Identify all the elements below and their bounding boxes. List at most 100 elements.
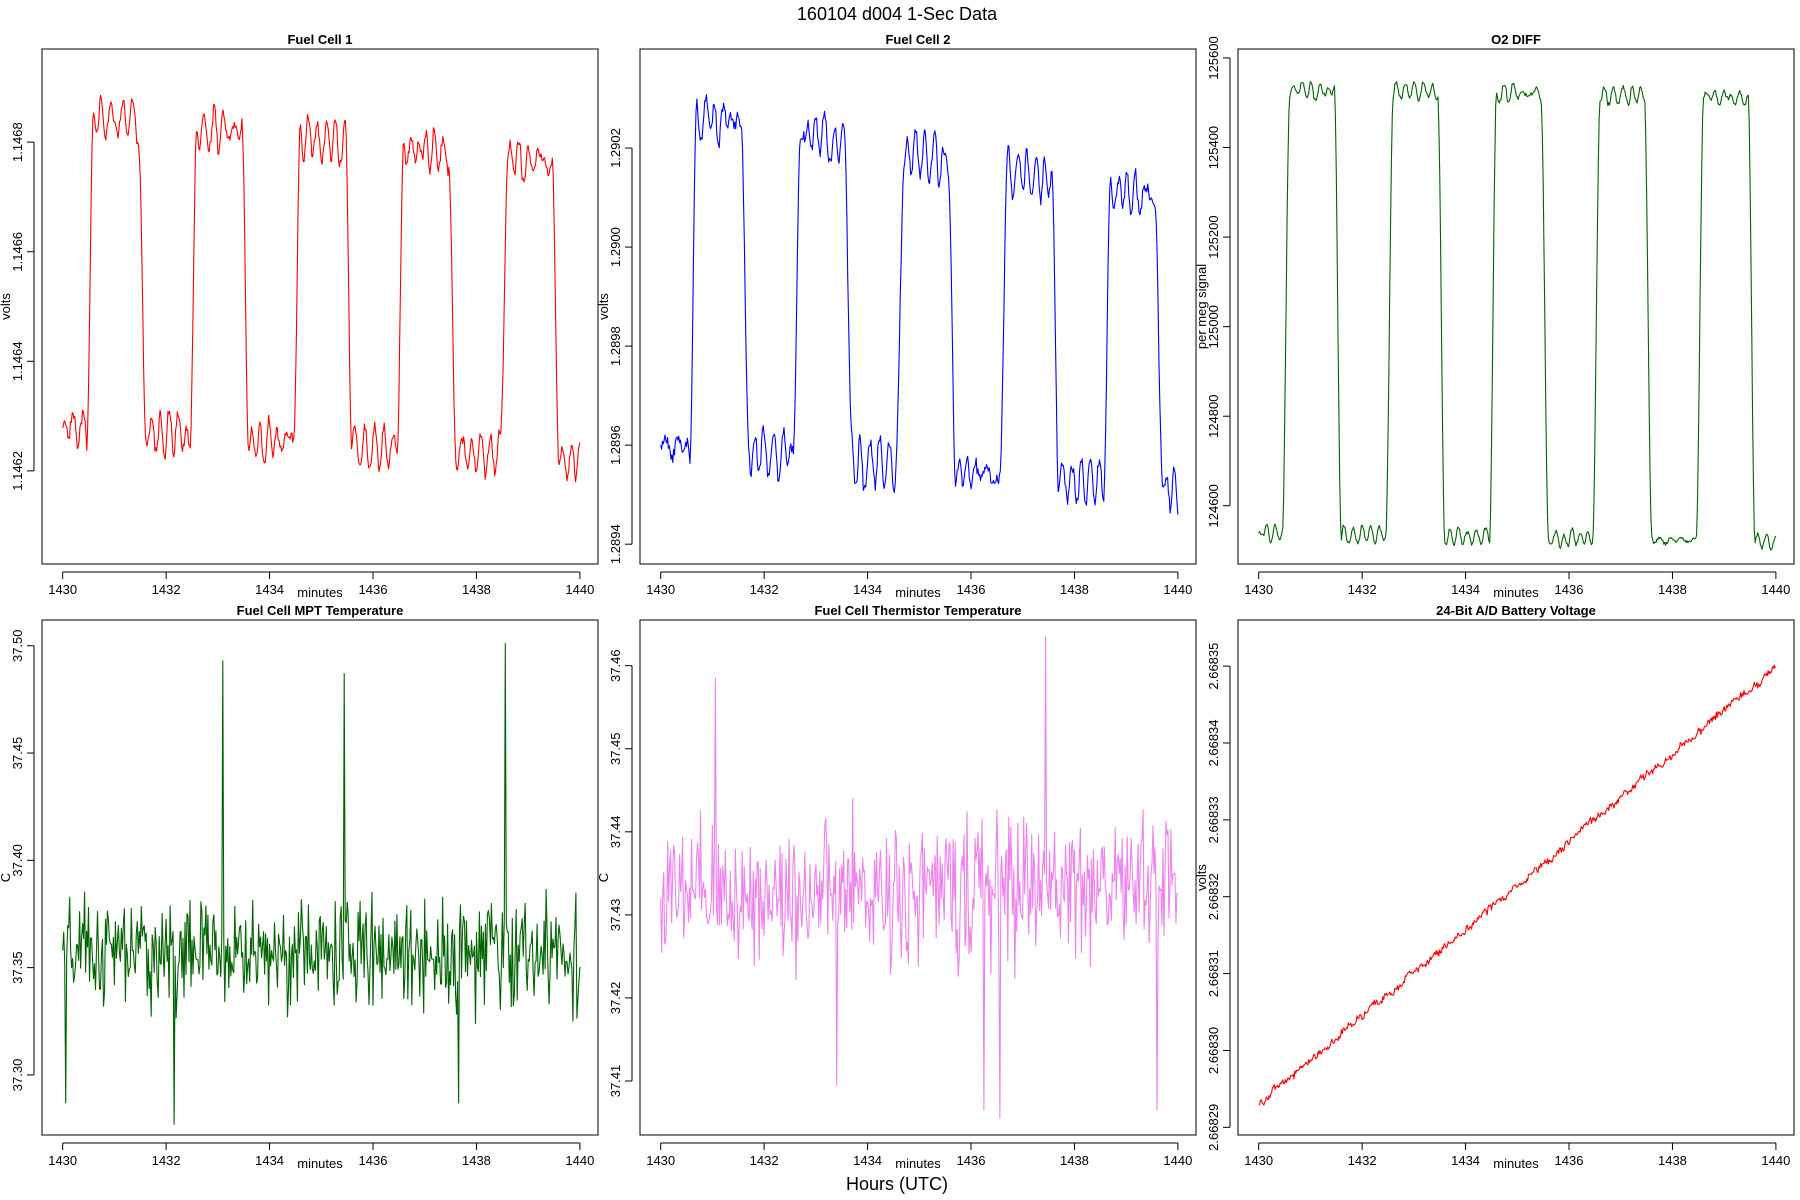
x-tick-label: 1440 bbox=[1761, 582, 1790, 597]
y-tick-label: 1.2900 bbox=[608, 227, 623, 267]
x-axis-label: minutes bbox=[297, 585, 343, 600]
y-axis-label: C bbox=[0, 873, 13, 882]
x-tick-label: 1432 bbox=[1348, 1153, 1377, 1168]
x-tick-label: 1438 bbox=[462, 582, 491, 597]
series-line-o2 bbox=[1258, 80, 1777, 551]
y-axis-label: volts bbox=[1194, 864, 1209, 891]
y-tick-label: 1.2898 bbox=[608, 326, 623, 366]
x-tick-label: 1436 bbox=[1555, 582, 1584, 597]
y-tick-label: 125000 bbox=[1206, 305, 1221, 348]
x-tick-label: 1434 bbox=[1451, 1153, 1480, 1168]
x-tick-label: 1434 bbox=[853, 582, 882, 597]
y-tick-label: 37.46 bbox=[608, 649, 623, 682]
panel-title: Fuel Cell 1 bbox=[287, 32, 352, 47]
x-tick-label: 1430 bbox=[646, 1153, 675, 1168]
y-tick-label: 125600 bbox=[1206, 36, 1221, 79]
chart-panel-therm: Fuel Cell Thermistor Temperature 1430 1432… bbox=[596, 603, 1197, 1171]
x-tick-label: 1434 bbox=[1451, 582, 1480, 597]
x-tick-label: 1432 bbox=[1348, 582, 1377, 597]
plot-frame bbox=[639, 619, 1197, 1136]
chart-panel-fc1: Fuel Cell 1 1430 1432 1434 1436 1438 1440 minut… bbox=[0, 32, 599, 600]
x-tick-label: 1430 bbox=[1244, 582, 1273, 597]
panel-title: Fuel Cell MPT Temperature bbox=[237, 603, 404, 618]
y-axis-label: per meg signal bbox=[1194, 264, 1209, 349]
plot-frame bbox=[1237, 48, 1795, 565]
y-tick-label: 37.50 bbox=[10, 629, 25, 662]
plot-frame bbox=[41, 48, 599, 565]
x-tick-label: 1436 bbox=[359, 1153, 388, 1168]
y-tick-label: 37.44 bbox=[608, 816, 623, 849]
y-tick-label: 125400 bbox=[1206, 126, 1221, 169]
plot-frame bbox=[1237, 619, 1795, 1136]
x-tick-label: 1438 bbox=[1658, 582, 1687, 597]
x-tick-label: 1440 bbox=[1163, 1153, 1192, 1168]
x-tick-label: 1434 bbox=[255, 582, 284, 597]
panel-title: Fuel Cell Thermistor Temperature bbox=[814, 603, 1021, 618]
y-tick-label: 37.45 bbox=[10, 737, 25, 770]
y-tick-label: 37.30 bbox=[10, 1059, 25, 1092]
y-tick-label: 37.45 bbox=[608, 732, 623, 765]
figure-xlabel: Hours (UTC) bbox=[846, 1174, 948, 1194]
series-line-fc1 bbox=[62, 94, 581, 483]
x-tick-label: 1436 bbox=[957, 582, 986, 597]
x-tick-label: 1436 bbox=[359, 582, 388, 597]
y-tick-label: 2.66831 bbox=[1206, 950, 1221, 997]
plot-frame bbox=[639, 48, 1197, 565]
x-tick-label: 1438 bbox=[1060, 582, 1089, 597]
y-tick-label: 2.66829 bbox=[1206, 1104, 1221, 1151]
x-axis-label: minutes bbox=[1493, 1156, 1539, 1171]
panel-title: 24-Bit A/D Battery Voltage bbox=[1436, 603, 1596, 618]
x-axis-label: minutes bbox=[1493, 585, 1539, 600]
y-tick-label: 1.2894 bbox=[608, 524, 623, 564]
x-axis-label: minutes bbox=[895, 585, 941, 600]
series-line-therm bbox=[660, 636, 1179, 1119]
x-tick-label: 1438 bbox=[1060, 1153, 1089, 1168]
y-tick-label: 37.42 bbox=[608, 982, 623, 1015]
x-tick-label: 1430 bbox=[1244, 1153, 1273, 1168]
x-tick-label: 1432 bbox=[152, 1153, 181, 1168]
y-tick-label: 37.35 bbox=[10, 951, 25, 984]
y-tick-label: 37.43 bbox=[608, 899, 623, 932]
x-tick-label: 1440 bbox=[565, 582, 594, 597]
series-line-mpt bbox=[62, 643, 581, 1125]
y-tick-label: 125200 bbox=[1206, 215, 1221, 258]
chart-panels: Fuel Cell 1 1430 1432 1434 1436 1438 1440 minut… bbox=[0, 32, 1795, 1171]
x-tick-label: 1436 bbox=[1555, 1153, 1584, 1168]
y-tick-label: 124800 bbox=[1206, 395, 1221, 438]
y-tick-label: 1.1466 bbox=[10, 232, 25, 272]
y-tick-label: 1.2896 bbox=[608, 425, 623, 465]
y-tick-label: 2.66834 bbox=[1206, 719, 1221, 766]
x-tick-label: 1432 bbox=[750, 1153, 779, 1168]
x-tick-label: 1434 bbox=[255, 1153, 284, 1168]
series-line-fc2 bbox=[660, 94, 1179, 515]
x-tick-label: 1438 bbox=[462, 1153, 491, 1168]
y-tick-label: 124600 bbox=[1206, 484, 1221, 527]
x-tick-label: 1432 bbox=[750, 582, 779, 597]
x-tick-label: 1434 bbox=[853, 1153, 882, 1168]
x-tick-label: 1430 bbox=[48, 582, 77, 597]
x-tick-label: 1432 bbox=[152, 582, 181, 597]
x-axis-label: minutes bbox=[895, 1156, 941, 1171]
x-axis-label: minutes bbox=[297, 1156, 343, 1171]
x-tick-label: 1438 bbox=[1658, 1153, 1687, 1168]
y-tick-label: 37.41 bbox=[608, 1065, 623, 1098]
y-tick-label: 2.66830 bbox=[1206, 1027, 1221, 1074]
y-tick-label: 1.1464 bbox=[10, 341, 25, 381]
plot-frame bbox=[41, 619, 599, 1136]
x-tick-label: 1440 bbox=[1163, 582, 1192, 597]
x-tick-label: 1440 bbox=[1761, 1153, 1790, 1168]
panel-title: Fuel Cell 2 bbox=[885, 32, 950, 47]
panel-title: O2 DIFF bbox=[1491, 32, 1541, 47]
y-axis-label: volts bbox=[596, 293, 611, 320]
x-tick-label: 1436 bbox=[957, 1153, 986, 1168]
y-tick-label: 2.66835 bbox=[1206, 643, 1221, 690]
y-tick-label: 2.66833 bbox=[1206, 796, 1221, 843]
y-axis-label: C bbox=[596, 873, 611, 882]
y-tick-label: 1.2902 bbox=[608, 128, 623, 168]
chart-panel-mpt: Fuel Cell MPT Temperature 1430 1432 1434 143… bbox=[0, 603, 599, 1171]
y-tick-label: 1.1468 bbox=[10, 122, 25, 162]
series-line-batt bbox=[1258, 664, 1777, 1106]
figure-title: 160104 d004 1-Sec Data bbox=[797, 4, 998, 24]
chart-panel-fc2: Fuel Cell 2 1430 1432 1434 1436 1438 1440 minut… bbox=[596, 32, 1197, 600]
